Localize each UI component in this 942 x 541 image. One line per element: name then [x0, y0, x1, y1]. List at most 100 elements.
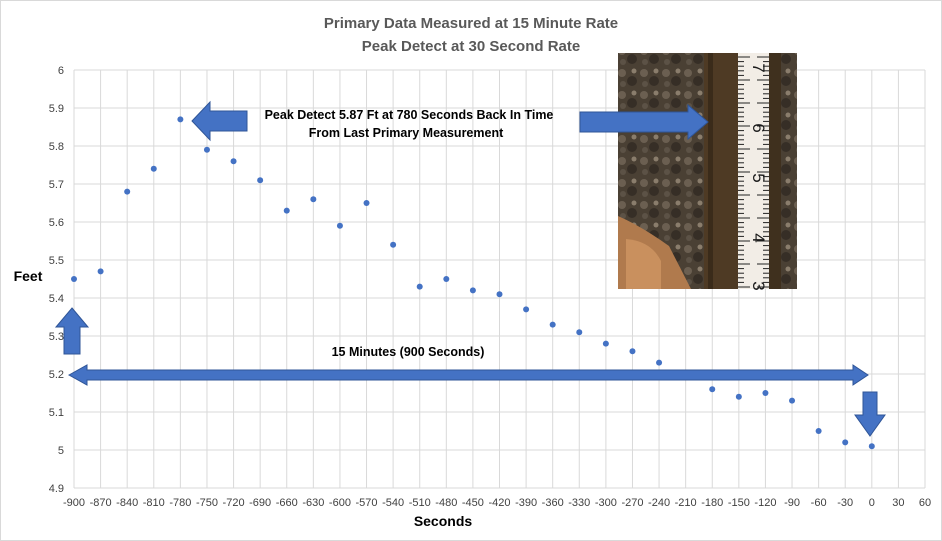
ruler-numbers: 7 6 5 4 3	[749, 63, 768, 290]
y-tick-label: 5.3	[49, 331, 64, 343]
data-point	[629, 348, 636, 355]
data-point	[177, 116, 184, 123]
down-arrow	[854, 391, 886, 437]
data-point	[602, 340, 609, 347]
y-tick-label: 6	[58, 65, 64, 77]
data-point	[469, 287, 476, 294]
data-point	[71, 276, 77, 282]
x-tick-label: -330	[568, 497, 590, 509]
x-tick-label: -870	[90, 497, 112, 509]
x-tick-label: -510	[409, 497, 431, 509]
data-point	[735, 393, 742, 400]
data-point	[390, 241, 397, 248]
x-axis-title: Seconds	[414, 513, 473, 529]
span-label: 15 Minutes (900 Seconds)	[332, 345, 485, 359]
data-point	[203, 146, 210, 153]
y-tick-label: 5.2	[49, 369, 64, 381]
x-tick-label: 30	[892, 497, 904, 509]
x-tick-label: -240	[648, 497, 670, 509]
y-tick-label: 5.5	[49, 255, 64, 267]
y-tick-label: 5.4	[49, 293, 64, 305]
chart-subtitle: Peak Detect at 30 Second Rate	[362, 38, 580, 55]
chart-title: Primary Data Measured at 15 Minute Rate	[324, 15, 618, 32]
data-point	[363, 200, 370, 206]
x-tick-label: -150	[728, 497, 750, 509]
data-point	[416, 283, 423, 290]
data-point	[709, 386, 716, 393]
peak-annotation-line2: From Last Primary Measurement	[309, 126, 504, 140]
data-point	[549, 321, 556, 328]
data-point	[789, 397, 796, 404]
data-point	[97, 268, 104, 275]
x-tick-label: -810	[143, 497, 165, 509]
ruler-ticks	[738, 56, 769, 288]
y-tick-label: 4.9	[49, 483, 64, 495]
x-tick-label: -450	[462, 497, 484, 509]
data-point	[310, 196, 317, 203]
peak-annotation-line1: Peak Detect 5.87 Ft at 780 Seconds Back …	[265, 108, 554, 122]
data-point	[150, 165, 157, 172]
peak-left-arrow	[191, 100, 248, 142]
x-tick-label: -270	[621, 497, 643, 509]
x-tick-label: -420	[488, 497, 510, 509]
data-point	[523, 306, 530, 313]
data-point	[815, 428, 822, 434]
x-tick-label: -120	[754, 497, 776, 509]
data-point	[842, 439, 849, 446]
data-points	[71, 116, 875, 450]
x-tick-label: -780	[169, 497, 191, 509]
x-tick-label: -480	[435, 497, 457, 509]
x-tick-label: -90	[784, 497, 800, 509]
x-tick-label: -300	[595, 497, 617, 509]
x-tick-label: -210	[675, 497, 697, 509]
ruler-number: 3	[749, 281, 768, 290]
x-tick-label: -570	[356, 497, 378, 509]
data-point	[230, 158, 237, 165]
x-tick-label: -30	[837, 497, 853, 509]
x-tick-label: -660	[276, 497, 298, 509]
x-tick-label: -390	[515, 497, 537, 509]
data-point	[496, 291, 503, 298]
x-tick-labels: -900 -870 -840 -810 -780 -750 -720 -690 -660 -630…	[63, 497, 931, 509]
x-tick-label: -630	[302, 497, 324, 509]
ruler-photo: 7 6 5 4 3	[618, 53, 797, 291]
x-tick-label: 0	[869, 497, 875, 509]
up-arrow	[54, 307, 90, 355]
photo-pointer-arrow	[579, 103, 709, 141]
x-tick-label: -750	[196, 497, 218, 509]
y-tick-label: 5.8	[49, 141, 64, 153]
data-point	[443, 276, 450, 282]
x-tick-label: -690	[249, 497, 271, 509]
ruler-number: 5	[749, 173, 768, 182]
data-point	[336, 222, 343, 229]
x-tick-label: -720	[223, 497, 245, 509]
y-tick-labels: 4.9 5 5.1 5.2 5.3 5.4 5.5 5.6 5.7 5.8 5.9 6	[49, 65, 64, 495]
x-tick-label: -60	[811, 497, 827, 509]
data-point	[762, 390, 769, 396]
ruler-number: 6	[749, 123, 768, 132]
x-tick-label: 60	[919, 497, 931, 509]
data-point	[283, 207, 290, 214]
y-tick-label: 5	[58, 445, 64, 457]
x-tick-label: -600	[329, 497, 351, 509]
x-tick-label: -840	[116, 497, 138, 509]
y-tick-label: 5.6	[49, 217, 64, 229]
y-tick-label: 5.7	[49, 179, 64, 191]
ruler-number: 7	[749, 63, 768, 72]
y-tick-label: 5.9	[49, 103, 64, 115]
span-double-arrow	[67, 364, 869, 386]
ruler-number: 4	[749, 233, 768, 242]
data-point	[124, 188, 131, 195]
x-tick-label: -180	[701, 497, 723, 509]
y-tick-label: 5.1	[49, 407, 64, 419]
data-point	[257, 177, 264, 184]
y-axis-title: Feet	[14, 268, 43, 284]
x-tick-label: -900	[63, 497, 85, 509]
data-point	[868, 443, 875, 450]
x-tick-label: -360	[542, 497, 564, 509]
x-tick-label: -540	[382, 497, 404, 509]
data-point	[576, 329, 583, 336]
data-point	[656, 359, 663, 366]
